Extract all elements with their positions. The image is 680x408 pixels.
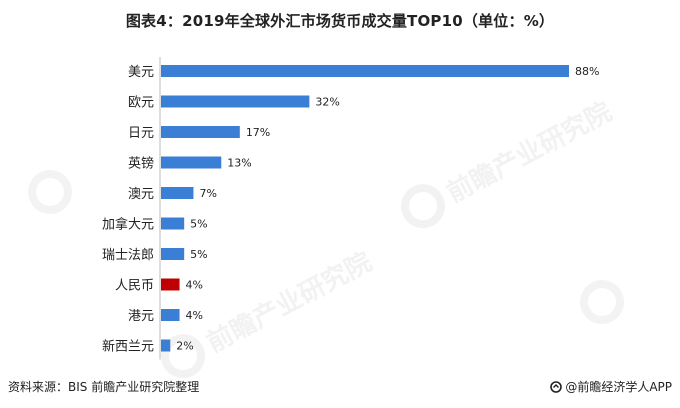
bar-chart-svg: 美元 88% 欧元 32% 日元 17% 英镑 13% 澳元 7% 加拿大元 5% 瑞士法郎 5% 人民币 4… — [102, 57, 599, 360]
category-label: 欧元 — [128, 96, 154, 111]
bar — [161, 156, 222, 169]
category-label: 新西兰元 — [102, 339, 154, 355]
bar — [161, 187, 194, 199]
category-label: 人民币 — [115, 279, 154, 294]
value-label: 4% — [186, 279, 203, 292]
value-label: 2% — [176, 340, 193, 353]
value-label: 32% — [315, 96, 339, 109]
bar — [161, 65, 569, 77]
value-label: 17% — [246, 126, 270, 139]
bar — [161, 126, 240, 138]
bar — [161, 339, 171, 352]
value-label: 5% — [190, 218, 207, 231]
value-label: 88% — [575, 65, 599, 78]
qianzhan-logo-icon — [550, 380, 563, 393]
category-label: 英镑 — [128, 156, 154, 172]
bar — [161, 309, 180, 321]
brand-signature: @前瞻经济学人APP — [550, 378, 672, 395]
value-label: 7% — [199, 187, 216, 200]
bar — [161, 95, 310, 108]
value-label: 5% — [190, 248, 207, 261]
bar — [161, 217, 185, 230]
category-label: 美元 — [128, 65, 154, 80]
value-label: 13% — [227, 157, 251, 170]
bar — [161, 278, 180, 291]
chart-title: 图表4：2019年全球外汇市场货币成交量TOP10（单位：%） — [125, 12, 555, 30]
brand-text: @前瞻经济学人APP — [565, 380, 672, 394]
category-label: 加拿大元 — [102, 217, 154, 233]
bar-chart: 美元 88% 欧元 32% 日元 17% 英镑 13% 澳元 7% 加拿大元 5% 瑞士法郎 5% 人民币 4… — [102, 57, 599, 360]
source-note: 资料来源：BIS 前瞻产业研究院整理 — [8, 380, 200, 394]
category-label: 瑞士法郎 — [102, 248, 154, 263]
value-label: 4% — [186, 309, 203, 322]
bar — [161, 248, 185, 260]
category-label: 澳元 — [128, 186, 154, 202]
category-label: 港元 — [128, 309, 154, 324]
category-label: 日元 — [128, 126, 154, 141]
